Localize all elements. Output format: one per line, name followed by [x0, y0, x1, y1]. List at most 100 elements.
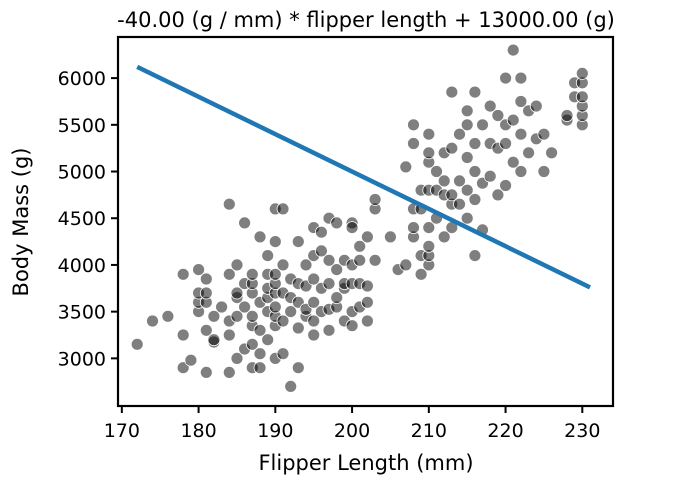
y-tick-label: 3500	[58, 302, 106, 324]
data-point	[575, 90, 589, 104]
y-tick-label: 6000	[58, 68, 106, 90]
data-point	[468, 85, 482, 99]
data-point	[445, 188, 459, 202]
data-point	[192, 263, 206, 277]
data-point	[437, 174, 451, 188]
data-point	[222, 365, 236, 379]
data-point	[422, 127, 436, 141]
data-point	[230, 258, 244, 272]
data-point	[199, 286, 213, 300]
data-point	[399, 160, 413, 174]
y-tick-label: 4000	[58, 255, 106, 277]
data-point	[245, 267, 259, 281]
data-point	[483, 99, 497, 113]
x-tick-label: 230	[564, 420, 600, 442]
data-point	[322, 253, 336, 267]
data-point	[453, 174, 466, 188]
data-point	[330, 216, 344, 230]
data-point	[307, 295, 321, 309]
data-point	[307, 314, 321, 328]
data-point	[291, 361, 305, 375]
data-point	[322, 277, 336, 291]
data-point	[445, 85, 459, 99]
data-point	[468, 193, 482, 206]
data-point	[307, 328, 321, 342]
data-point	[222, 197, 236, 211]
data-point	[291, 321, 305, 335]
x-axis: 170 180 190 200 210 220 230	[104, 406, 600, 442]
chart-title: -40.00 (g / mm) * flipper length + 13000…	[117, 8, 615, 32]
data-point	[261, 333, 275, 347]
data-point	[445, 141, 459, 155]
data-point	[453, 127, 466, 141]
data-point	[360, 314, 374, 328]
data-point	[253, 347, 267, 361]
y-tick-label: 5000	[58, 162, 106, 184]
data-point	[353, 239, 367, 253]
x-tick-label: 190	[257, 420, 293, 442]
data-point	[407, 118, 420, 132]
x-tick-label: 170	[104, 420, 140, 442]
data-point	[514, 127, 528, 141]
data-point	[161, 309, 175, 323]
data-point	[422, 239, 436, 253]
data-point	[430, 165, 443, 178]
data-point	[253, 361, 267, 375]
data-point	[560, 109, 574, 122]
data-point	[422, 221, 436, 235]
data-point	[207, 333, 221, 347]
data-point	[468, 165, 482, 178]
data-point	[222, 267, 236, 281]
y-tick-label: 4500	[58, 208, 106, 230]
data-point	[230, 286, 244, 300]
data-point	[268, 235, 282, 249]
data-point	[253, 323, 267, 337]
data-point	[460, 104, 474, 118]
data-point	[199, 365, 213, 379]
data-point	[276, 258, 290, 272]
data-point	[499, 137, 513, 150]
data-point	[307, 272, 321, 286]
data-point	[230, 351, 244, 365]
x-tick-label: 180	[180, 420, 216, 442]
data-point	[368, 193, 382, 206]
data-point	[506, 113, 520, 127]
y-axis: 3000 3500 4000 4500 5000 5500 6000	[58, 68, 118, 370]
data-point	[176, 361, 190, 375]
data-point	[215, 300, 229, 314]
data-point	[499, 71, 513, 85]
data-point	[514, 95, 528, 108]
data-point	[407, 221, 420, 235]
x-tick-label: 210	[411, 420, 447, 442]
data-point	[506, 155, 520, 169]
data-point	[238, 216, 252, 230]
y-tick-label: 5500	[58, 115, 106, 137]
data-point	[460, 151, 474, 164]
x-tick-label: 200	[334, 420, 370, 442]
data-point	[514, 165, 528, 178]
data-point	[368, 253, 382, 267]
data-point	[460, 118, 474, 132]
data-point	[276, 347, 290, 361]
data-point	[529, 99, 543, 113]
data-point	[322, 323, 336, 337]
data-point	[460, 211, 474, 225]
data-point	[284, 305, 298, 319]
scatter-series	[130, 43, 589, 393]
data-point	[506, 43, 520, 57]
data-point	[483, 169, 497, 183]
data-point	[199, 272, 213, 286]
x-tick-label: 220	[487, 420, 523, 442]
data-point	[245, 337, 259, 351]
data-point	[545, 146, 558, 160]
data-point	[299, 258, 313, 272]
data-point	[360, 279, 374, 293]
data-point	[522, 146, 535, 160]
data-point	[330, 263, 344, 277]
data-point	[199, 323, 213, 337]
data-point	[453, 197, 466, 211]
data-point	[537, 127, 551, 141]
data-point	[345, 221, 359, 235]
data-point	[176, 267, 190, 281]
data-point	[360, 230, 374, 244]
